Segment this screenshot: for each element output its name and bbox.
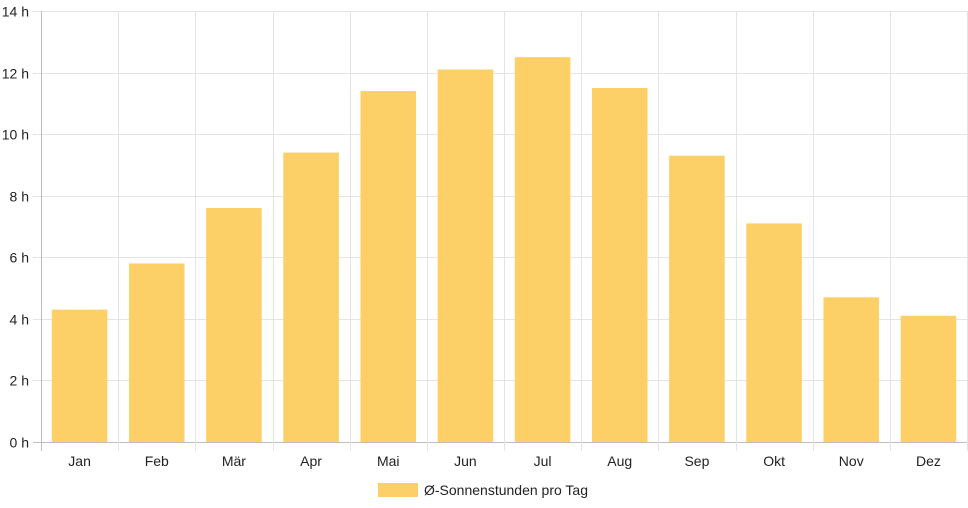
grid xyxy=(33,11,968,451)
bar[interactable] xyxy=(669,155,725,442)
x-tick-label: Mai xyxy=(377,453,400,469)
bars xyxy=(51,57,957,443)
x-tick-label: Apr xyxy=(300,453,322,469)
y-tick-label: 6 h xyxy=(10,250,29,266)
x-tick-label: Jul xyxy=(534,453,552,469)
x-tick-label: Feb xyxy=(145,453,169,469)
bar[interactable] xyxy=(900,315,957,442)
y-tick-label: 4 h xyxy=(10,312,29,328)
bar[interactable] xyxy=(51,309,108,442)
y-tick-label: 12 h xyxy=(2,66,29,82)
bar[interactable] xyxy=(206,208,262,442)
bar[interactable] xyxy=(437,69,494,442)
y-tick-label: 8 h xyxy=(10,189,29,205)
bar[interactable] xyxy=(591,87,648,442)
x-tick-label: Sep xyxy=(684,453,709,469)
y-tick-label: 10 h xyxy=(2,127,29,143)
y-tick-label: 0 h xyxy=(10,435,29,451)
legend-label[interactable]: Ø-Sonnenstunden pro Tag xyxy=(424,482,588,498)
x-tick-label: Dez xyxy=(916,453,941,469)
legend[interactable]: Ø-Sonnenstunden pro Tag xyxy=(378,482,588,498)
y-axis: 0 h 2 h 4 h 6 h 8 h 10 h 12 h 14 h xyxy=(2,4,29,451)
x-tick-label: Nov xyxy=(839,453,864,469)
x-tick-label: Jan xyxy=(68,453,91,469)
y-tick-label: 14 h xyxy=(2,4,29,20)
bar[interactable] xyxy=(283,152,339,442)
bar[interactable] xyxy=(746,223,802,442)
x-tick-label: Jun xyxy=(454,453,477,469)
y-tick-label: 2 h xyxy=(10,373,29,389)
legend-swatch[interactable] xyxy=(378,483,418,497)
x-tick-label: Aug xyxy=(607,453,632,469)
bar[interactable] xyxy=(360,91,417,443)
bar[interactable] xyxy=(514,57,571,443)
x-axis: Jan Feb Mär Apr Mai Jun Jul Aug Sep Okt Nov Dez xyxy=(68,453,941,469)
bar[interactable] xyxy=(128,263,185,442)
x-tick-label: Okt xyxy=(763,453,785,469)
x-tick-label: Mär xyxy=(222,453,246,469)
bar[interactable] xyxy=(823,297,880,442)
